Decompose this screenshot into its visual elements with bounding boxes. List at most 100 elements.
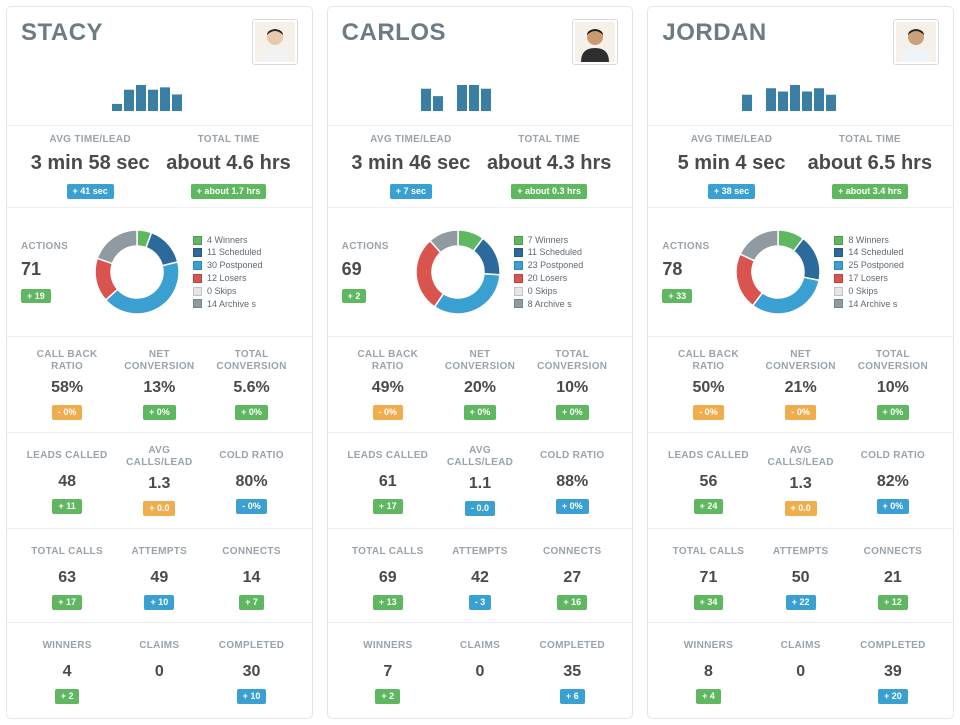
metric-value: 21%	[757, 379, 845, 397]
total-time-label: TOTAL TIME	[159, 134, 297, 146]
metric-value: 63	[23, 569, 111, 587]
actions-donut	[408, 222, 508, 322]
person-name: CARLOS	[342, 19, 446, 47]
metric-label: LEADS CALLED	[344, 445, 432, 467]
metric-value: 0	[757, 663, 845, 681]
legend-item: 14 Archive s	[834, 299, 939, 310]
metric-cell: CONNECTS 21 + 12	[847, 537, 939, 614]
delta-badge: + 2	[55, 689, 80, 704]
legend-item: 0 Skips	[514, 286, 619, 297]
legend-swatch	[834, 287, 843, 296]
metric-label: CONNECTS	[528, 541, 616, 563]
sparkline	[662, 85, 939, 115]
delta-badge: + 10	[237, 689, 267, 704]
delta-badge: + 22	[786, 595, 816, 610]
sparkline	[21, 85, 298, 115]
metric-cell: COMPLETED 39 + 20	[847, 631, 939, 708]
legend-text: 17 Losers	[848, 273, 888, 284]
avg-time-value: 5 min 4 sec	[662, 152, 800, 175]
metric-value: 14	[207, 569, 295, 587]
person-card: STACY AVG TIME/LEAD 3 min 58 sec + 41 se…	[6, 6, 313, 719]
actions-donut	[87, 222, 187, 322]
legend-swatch	[834, 248, 843, 257]
metric-label: TOTAL CONVERSION	[528, 349, 616, 373]
metric-row: CALL BACK RATIO 49% - 0% NET CONVERSION …	[342, 345, 619, 424]
metric-label: ATTEMPTS	[757, 541, 845, 563]
metric-cell: CONNECTS 27 + 16	[526, 537, 618, 614]
delta-badge: + 0%	[877, 499, 910, 514]
legend-text: 14 Scheduled	[848, 247, 903, 258]
metric-label: CALL BACK RATIO	[344, 349, 432, 373]
metric-label: AVG CALLS/LEAD	[436, 445, 524, 469]
metric-value: 56	[664, 473, 752, 491]
delta-badge: + 16	[557, 595, 587, 610]
delta-badge: - 3	[469, 595, 492, 610]
metric-value: 20%	[436, 379, 524, 397]
delta-badge: + 13	[373, 595, 403, 610]
legend-text: 7 Winners	[528, 235, 569, 246]
legend-swatch	[834, 299, 843, 308]
metric-label: COMPLETED	[207, 635, 295, 657]
avatar[interactable]	[252, 19, 298, 65]
legend-item: 30 Postponed	[193, 260, 298, 271]
delta-badge: + 6	[560, 689, 585, 704]
actions-donut	[728, 222, 828, 322]
avatar[interactable]	[893, 19, 939, 65]
metric-label: CONNECTS	[207, 541, 295, 563]
metric-cell: CALL BACK RATIO 58% - 0%	[21, 345, 113, 424]
metric-label: NET CONVERSION	[757, 349, 845, 373]
metric-row: LEADS CALLED 48 + 11 AVG CALLS/LEAD 1.3 …	[21, 441, 298, 520]
legend-text: 4 Winners	[207, 235, 248, 246]
actions-value: 78	[662, 259, 722, 280]
actions-label: ACTIONS	[342, 241, 402, 253]
person-card: JORDAN AVG TIME/LEAD 5 min 4 sec + 38 se…	[647, 6, 954, 719]
legend-text: 8 Winners	[848, 235, 889, 246]
delta-badge: + 0%	[877, 405, 910, 420]
legend-item: 4 Winners	[193, 235, 298, 246]
metric-cell: COMPLETED 35 + 6	[526, 631, 618, 708]
delta-badge: + 0.0	[143, 501, 175, 516]
delta-badge: + 7	[239, 595, 264, 610]
legend-item: 8 Archive s	[514, 299, 619, 310]
actions-value: 69	[342, 259, 402, 280]
metric-cell: CLAIMS 0	[434, 631, 526, 708]
total-time-value: about 4.6 hrs	[159, 152, 297, 175]
avatar[interactable]	[572, 19, 618, 65]
total-time-value: about 6.5 hrs	[801, 152, 939, 175]
metric-label: COMPLETED	[849, 635, 937, 657]
metric-value: 49	[115, 569, 203, 587]
metric-cell: CALL BACK RATIO 49% - 0%	[342, 345, 434, 424]
legend-item: 14 Archive s	[193, 299, 298, 310]
legend-swatch	[514, 274, 523, 283]
legend-swatch	[193, 261, 202, 270]
metric-label: WINNERS	[344, 635, 432, 657]
metric-value: 80%	[207, 473, 295, 491]
metric-row: TOTAL CALLS 63 + 17 ATTEMPTS 49 + 10 CON…	[21, 537, 298, 614]
metric-row: CALL BACK RATIO 58% - 0% NET CONVERSION …	[21, 345, 298, 424]
metric-value: 48	[23, 473, 111, 491]
metric-value: 58%	[23, 379, 111, 397]
metric-cell: TOTAL CALLS 71 + 34	[662, 537, 754, 614]
metric-label: COLD RATIO	[207, 445, 295, 467]
legend-item: 8 Winners	[834, 235, 939, 246]
metric-value: 88%	[528, 473, 616, 491]
delta-badge: + 2	[375, 689, 400, 704]
legend-swatch	[193, 287, 202, 296]
metric-label: TOTAL CALLS	[23, 541, 111, 563]
legend-item: 17 Losers	[834, 273, 939, 284]
legend-item: 12 Losers	[193, 273, 298, 284]
avg-time-label: AVG TIME/LEAD	[342, 134, 480, 146]
metric-label: AVG CALLS/LEAD	[115, 445, 203, 469]
metric-value: 50	[757, 569, 845, 587]
metric-value: 49%	[344, 379, 432, 397]
legend-swatch	[193, 299, 202, 308]
metric-cell: CLAIMS 0	[113, 631, 205, 708]
metric-value: 10%	[849, 379, 937, 397]
person-name: STACY	[21, 19, 103, 47]
metric-label: CLAIMS	[436, 635, 524, 657]
avg-time-value: 3 min 46 sec	[342, 152, 480, 175]
metric-cell: ATTEMPTS 50 + 22	[755, 537, 847, 614]
total-time-label: TOTAL TIME	[801, 134, 939, 146]
metric-cell: ATTEMPTS 49 + 10	[113, 537, 205, 614]
avg-time-value: 3 min 58 sec	[21, 152, 159, 175]
